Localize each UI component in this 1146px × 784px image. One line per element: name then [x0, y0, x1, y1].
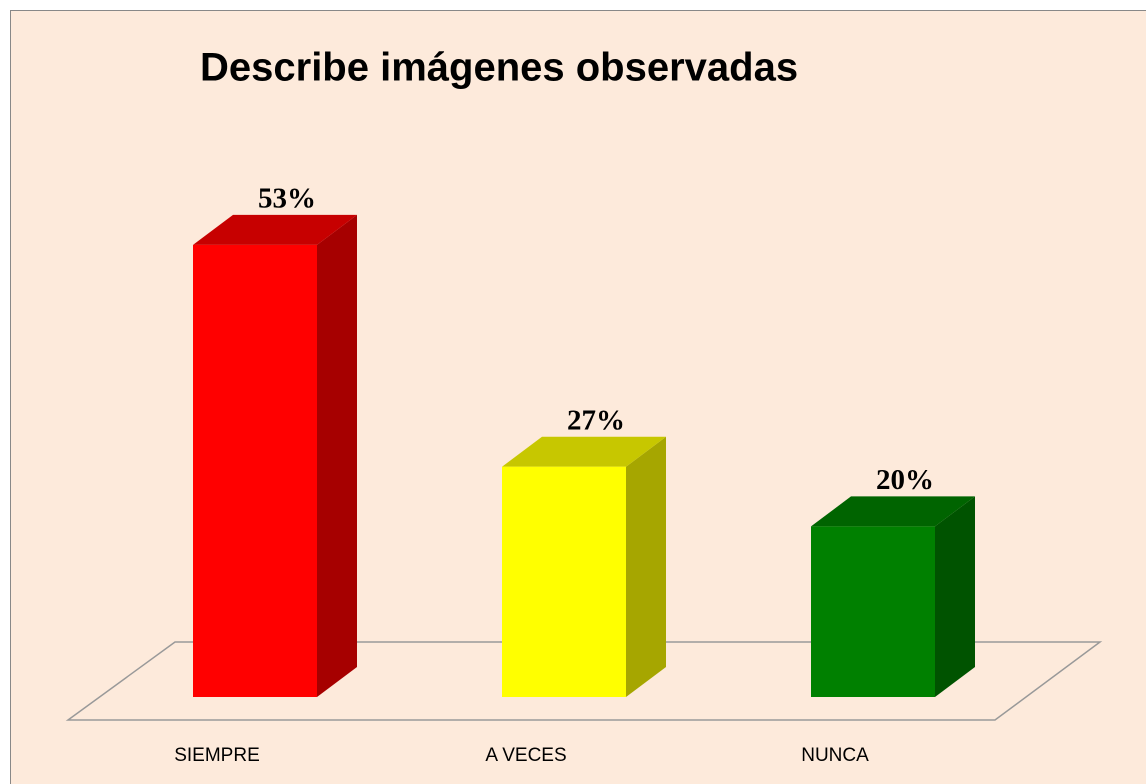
bar: [811, 526, 935, 697]
bar-side: [935, 496, 975, 697]
x-tick-label: SIEMPRE: [174, 745, 260, 766]
bar-top: [502, 436, 666, 467]
bar-side: [626, 436, 666, 697]
floor: [65, 641, 1103, 721]
bar: [193, 244, 317, 697]
data-label: 53%: [258, 183, 316, 215]
bar-side: [317, 214, 357, 697]
bar-top: [811, 496, 975, 527]
chart-title: Describe imágenes observadas: [200, 46, 798, 90]
data-label: 27%: [567, 404, 625, 436]
bar-top: [193, 214, 357, 245]
x-tick-label: A VECES: [485, 745, 566, 766]
bar: [502, 466, 626, 697]
data-label: 20%: [876, 464, 934, 496]
x-tick-label: NUNCA: [801, 745, 869, 766]
